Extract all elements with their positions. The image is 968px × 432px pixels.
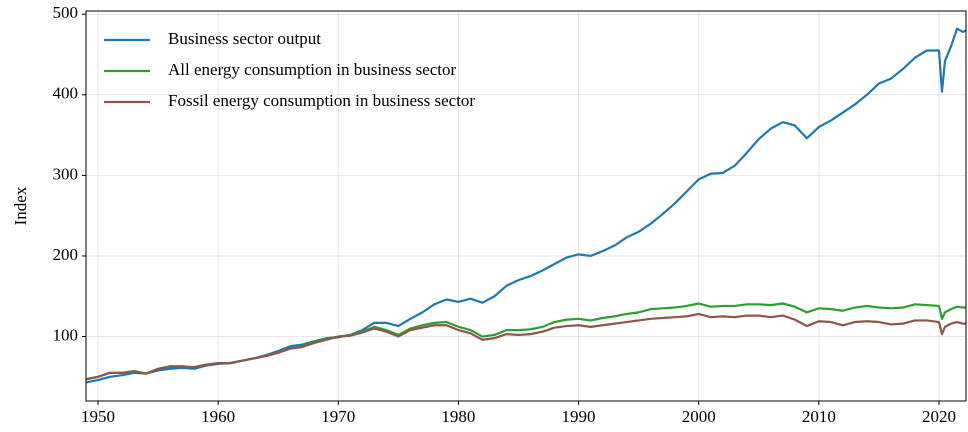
y-axis-label: Index [11, 186, 30, 225]
series-line [85, 312, 966, 381]
legend-label: Business sector output [168, 29, 321, 48]
x-tick-label: 2000 [682, 407, 716, 426]
y-tick-label: 300 [53, 164, 79, 183]
y-tick-label: 100 [53, 325, 79, 344]
legend: Business sector output All energy consump… [104, 29, 475, 110]
x-tick-label: 1950 [81, 407, 115, 426]
x-tick-label: 1970 [321, 407, 355, 426]
x-tick-label: 2010 [802, 407, 836, 426]
x-tick-label: 2020 [922, 407, 956, 426]
y-tick-label: 200 [53, 245, 79, 264]
x-tick-label: 1960 [201, 407, 235, 426]
x-tick-label: 1980 [441, 407, 475, 426]
legend-label: All energy consumption in business secto… [168, 60, 457, 79]
y-tick-label: 400 [53, 84, 79, 103]
plot-frame [85, 10, 967, 402]
legend-label: Fossil energy consumption in business se… [168, 91, 475, 110]
x-tick-label: 1990 [562, 407, 596, 426]
y-tick-label: 500 [53, 3, 79, 22]
